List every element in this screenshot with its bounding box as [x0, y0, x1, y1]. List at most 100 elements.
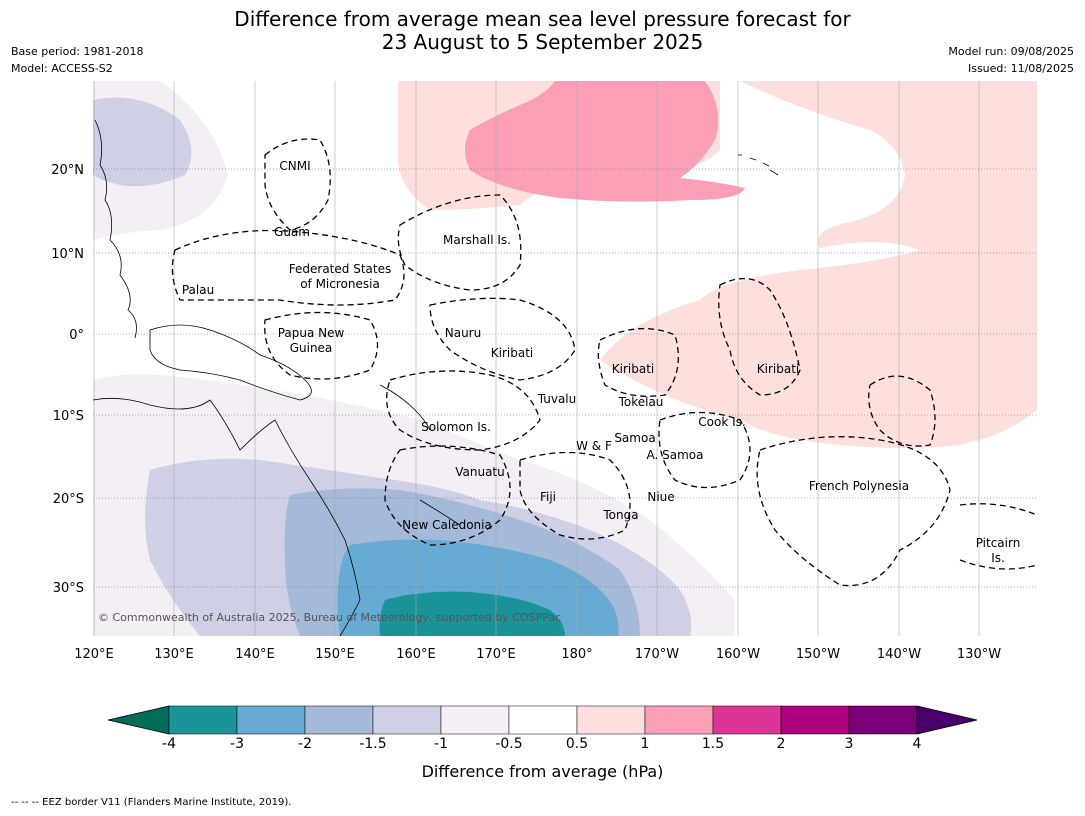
new-caledonia-coast: [419, 499, 461, 526]
copyright-text: © Commonwealth of Australia 2025, Bureau…: [98, 611, 561, 624]
lon-tick-label: 120°E: [74, 647, 114, 662]
model-run: Model run: 09/08/2025: [948, 45, 1074, 58]
region-label-pitcairn1: Pitcairn: [976, 536, 1021, 550]
lon-tick-label: 180°: [561, 647, 592, 662]
region-label-kiribati_w: Kiribati: [491, 346, 533, 360]
colorbar-segment: [508, 705, 578, 735]
region-label-png2: Guinea: [290, 341, 333, 355]
colorbar-segment: [372, 705, 442, 735]
colorbar-segment: [712, 705, 782, 735]
lon-tick-label: 140°W: [877, 647, 921, 662]
anomaly-nw-medium: [93, 97, 192, 187]
region-label-nauru: Nauru: [445, 326, 481, 340]
colorbar-segment: [644, 705, 714, 735]
anomaly-south-1a9399: [379, 591, 565, 636]
region-label-asamoa: A. Samoa: [647, 448, 704, 462]
colorbar-tick-label: -1: [434, 736, 448, 752]
eez-fiji-tonga: [519, 451, 631, 540]
lat-tick-label: 20°N: [51, 163, 84, 178]
eez-borders: [171, 138, 1037, 587]
graticule: [93, 81, 1037, 636]
colorbar-tick-label: 3: [844, 736, 854, 752]
colorbar-tick-label: -1.5: [359, 736, 387, 752]
colorbar-tick-label: -4: [162, 736, 176, 752]
lon-tick-label: 150°E: [315, 647, 355, 662]
eez-tuvalu-solomon: [386, 370, 541, 451]
lon-tick-label: 130°E: [154, 647, 194, 662]
issued-date: Issued: 11/08/2025: [967, 62, 1074, 75]
colorbar-segment: [780, 705, 850, 735]
eez-pitcairn: [959, 503, 1037, 570]
eez-kiribati-e: [718, 278, 801, 396]
eez-vanuatu-newcal: [384, 445, 511, 546]
eez-png: [264, 311, 379, 380]
region-label-niue: Niue: [647, 490, 674, 504]
lon-tick-label: 160°W: [716, 647, 760, 662]
lat-tick-label: 0°: [69, 328, 84, 343]
region-label-wf: W & F: [576, 439, 612, 453]
lat-tick-label: 20°S: [53, 492, 84, 507]
region-label-frpoly: French Polynesia: [809, 479, 909, 493]
axis-labels: 120°E 130°E 140°E 150°E 160°E 170°E 180° 170°W 1…: [51, 163, 1001, 662]
eez-cook: [658, 411, 751, 489]
region-label-palau: Palau: [182, 283, 214, 297]
new-guinea-coast: [149, 324, 312, 401]
region-label-kiribati_e: Kiribati: [757, 362, 799, 376]
lon-tick-label: 170°E: [476, 647, 516, 662]
colorbar-tick-label: 1: [640, 736, 650, 752]
eez-fsm: [171, 229, 405, 306]
region-label-vanuatu: Vanuatu: [455, 465, 505, 479]
colorbar-tick-label: 4: [912, 736, 922, 752]
region-label-fsm2: of Micronesia: [300, 277, 380, 291]
colorbar-segment: [440, 705, 510, 735]
colorbar-over-arrow: [916, 705, 978, 735]
meta-right: Model run: 09/08/2025 Issued: 11/08/2025: [948, 43, 1074, 77]
eez-cnmi: [264, 138, 331, 231]
model-name: Model: ACCESS-S2: [11, 62, 113, 75]
colorbar-tick-label: -3: [230, 736, 244, 752]
lat-tick-label: 10°S: [53, 409, 84, 424]
hawaii-coast: [738, 154, 779, 176]
coastlines: [93, 119, 779, 636]
lon-tick-label: 140°E: [235, 647, 275, 662]
lat-tick-label: 10°N: [51, 247, 84, 262]
eez-french-polynesia: [756, 436, 951, 587]
colorbar-tick-label: 1.5: [701, 736, 725, 752]
region-label-guam: Guam: [274, 225, 310, 239]
colorbar-tick-label: 0.5: [565, 736, 589, 752]
anomaly-positive-medium: [465, 81, 745, 202]
region-label-kiribati_c: Kiribati: [612, 362, 654, 376]
title-line-2: 23 August to 5 September 2025: [381, 30, 704, 54]
eez-kiribati-c: [597, 327, 679, 397]
colorbar-segment: [304, 705, 374, 735]
region-label-samoa: Samoa: [614, 431, 655, 445]
footnote: -- -- -- EEZ border V11 (Flanders Marine…: [11, 797, 292, 808]
eez-line-islands: [868, 375, 936, 447]
base-period: Base period: 1981-2018: [11, 45, 144, 58]
lat-tick-label: 30°S: [53, 581, 84, 596]
region-label-tonga: Tonga: [602, 508, 638, 522]
solomon-coast: [379, 384, 431, 431]
colorbar-segment: [848, 705, 918, 735]
region-label-marshall: Marshall Is.: [443, 233, 511, 247]
colorbar: [107, 705, 978, 735]
eez-nauru-kiribati: [429, 297, 576, 381]
region-label-tuvalu: Tuvalu: [537, 392, 577, 406]
colorbar-segment: [236, 705, 306, 735]
meta-left: Base period: 1981-2018 Model: ACCESS-S2: [11, 43, 143, 77]
lon-tick-label: 130°W: [957, 647, 1001, 662]
region-label-tokelau: Tokelau: [618, 395, 664, 409]
region-label-pitcairn2: Is.: [991, 551, 1005, 565]
colorbar-under-arrow: [107, 705, 170, 735]
australia-coast: [93, 397, 361, 636]
colorbar-segment: [576, 705, 646, 735]
region-label-png1: Papua New: [278, 326, 345, 340]
region-label-newcal: New Caledonia: [402, 518, 492, 532]
pressure-anomaly-fields: [93, 81, 1037, 636]
region-label-fiji: Fiji: [540, 490, 556, 504]
colorbar-tick-label: -2: [298, 736, 312, 752]
colorbar-tick-label: 2: [776, 736, 786, 752]
colorbar-segment: [168, 705, 238, 735]
